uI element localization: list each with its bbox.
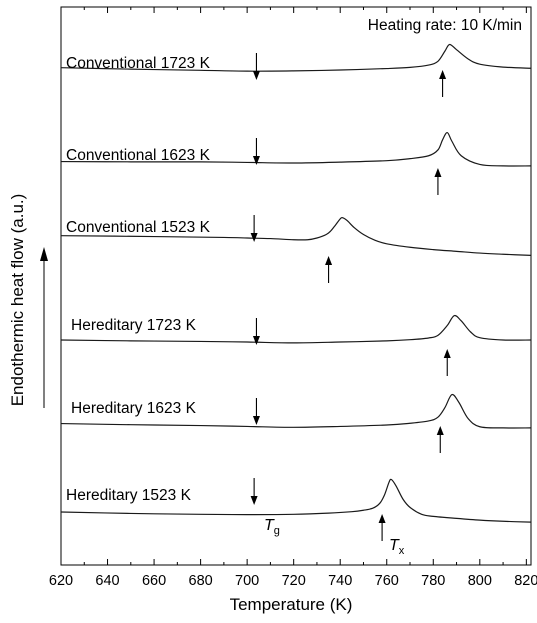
- x-tick-label: 620: [49, 573, 73, 589]
- tx-arrow: [378, 514, 386, 541]
- tg-arrow: [250, 215, 258, 242]
- x-tick-label: 660: [142, 573, 166, 589]
- curve-labels: Conventional 1723 K Conventional 1623 K Co…: [66, 55, 211, 504]
- x-tick-label: 820: [514, 573, 537, 589]
- y-axis-direction-arrow: [40, 247, 48, 408]
- plot-border: [60, 6, 532, 566]
- dsc-curve: [60, 393, 532, 429]
- x-axis-label: Temperature (K): [230, 595, 353, 614]
- dsc-curve: [60, 314, 532, 344]
- tg-arrow: [252, 318, 260, 345]
- tg-label: Tg: [264, 517, 280, 537]
- tx-arrow: [439, 70, 447, 97]
- curve-label: Hereditary 1623 K: [71, 400, 197, 417]
- curve-label: Conventional 1623 K: [66, 147, 211, 164]
- plot-frame: [60, 6, 532, 566]
- tg-arrow: [252, 398, 260, 425]
- x-tick-label: 720: [282, 573, 306, 589]
- x-tick-label: 780: [421, 573, 445, 589]
- curve-label: Hereditary 1523 K: [66, 487, 192, 504]
- curve-label: Conventional 1523 K: [66, 219, 211, 236]
- dsc-curve: [60, 43, 532, 72]
- tx-label: Tx: [389, 537, 405, 557]
- x-tick-label: 700: [235, 573, 259, 589]
- dsc-curve: [60, 131, 532, 167]
- x-tick-label: 680: [189, 573, 213, 589]
- tx-arrow: [443, 349, 451, 376]
- tx-arrow: [325, 256, 333, 283]
- curves: [60, 43, 532, 523]
- curve-label: Conventional 1723 K: [66, 55, 211, 72]
- tg-arrow: [252, 53, 260, 80]
- y-axis-label: Endothermic heat flow (a.u.): [8, 194, 27, 407]
- transition-arrows: [250, 53, 451, 541]
- tg-arrow: [252, 138, 260, 165]
- curve-label: Hereditary 1723 K: [71, 317, 197, 334]
- dsc-curve: [60, 216, 532, 256]
- x-tick-label: 740: [328, 573, 352, 589]
- x-tick-label: 640: [95, 573, 119, 589]
- x-tick-label: 760: [375, 573, 399, 589]
- x-axis: 620 640 660 680 700 720 740 760 780 800 820: [49, 7, 537, 589]
- tg-arrow: [250, 478, 258, 505]
- tx-arrow: [434, 168, 442, 195]
- dsc-curve: [60, 478, 532, 523]
- x-tick-label: 800: [468, 573, 492, 589]
- tx-arrow: [436, 426, 444, 453]
- heating-rate-annotation: Heating rate: 10 K/min: [368, 17, 522, 34]
